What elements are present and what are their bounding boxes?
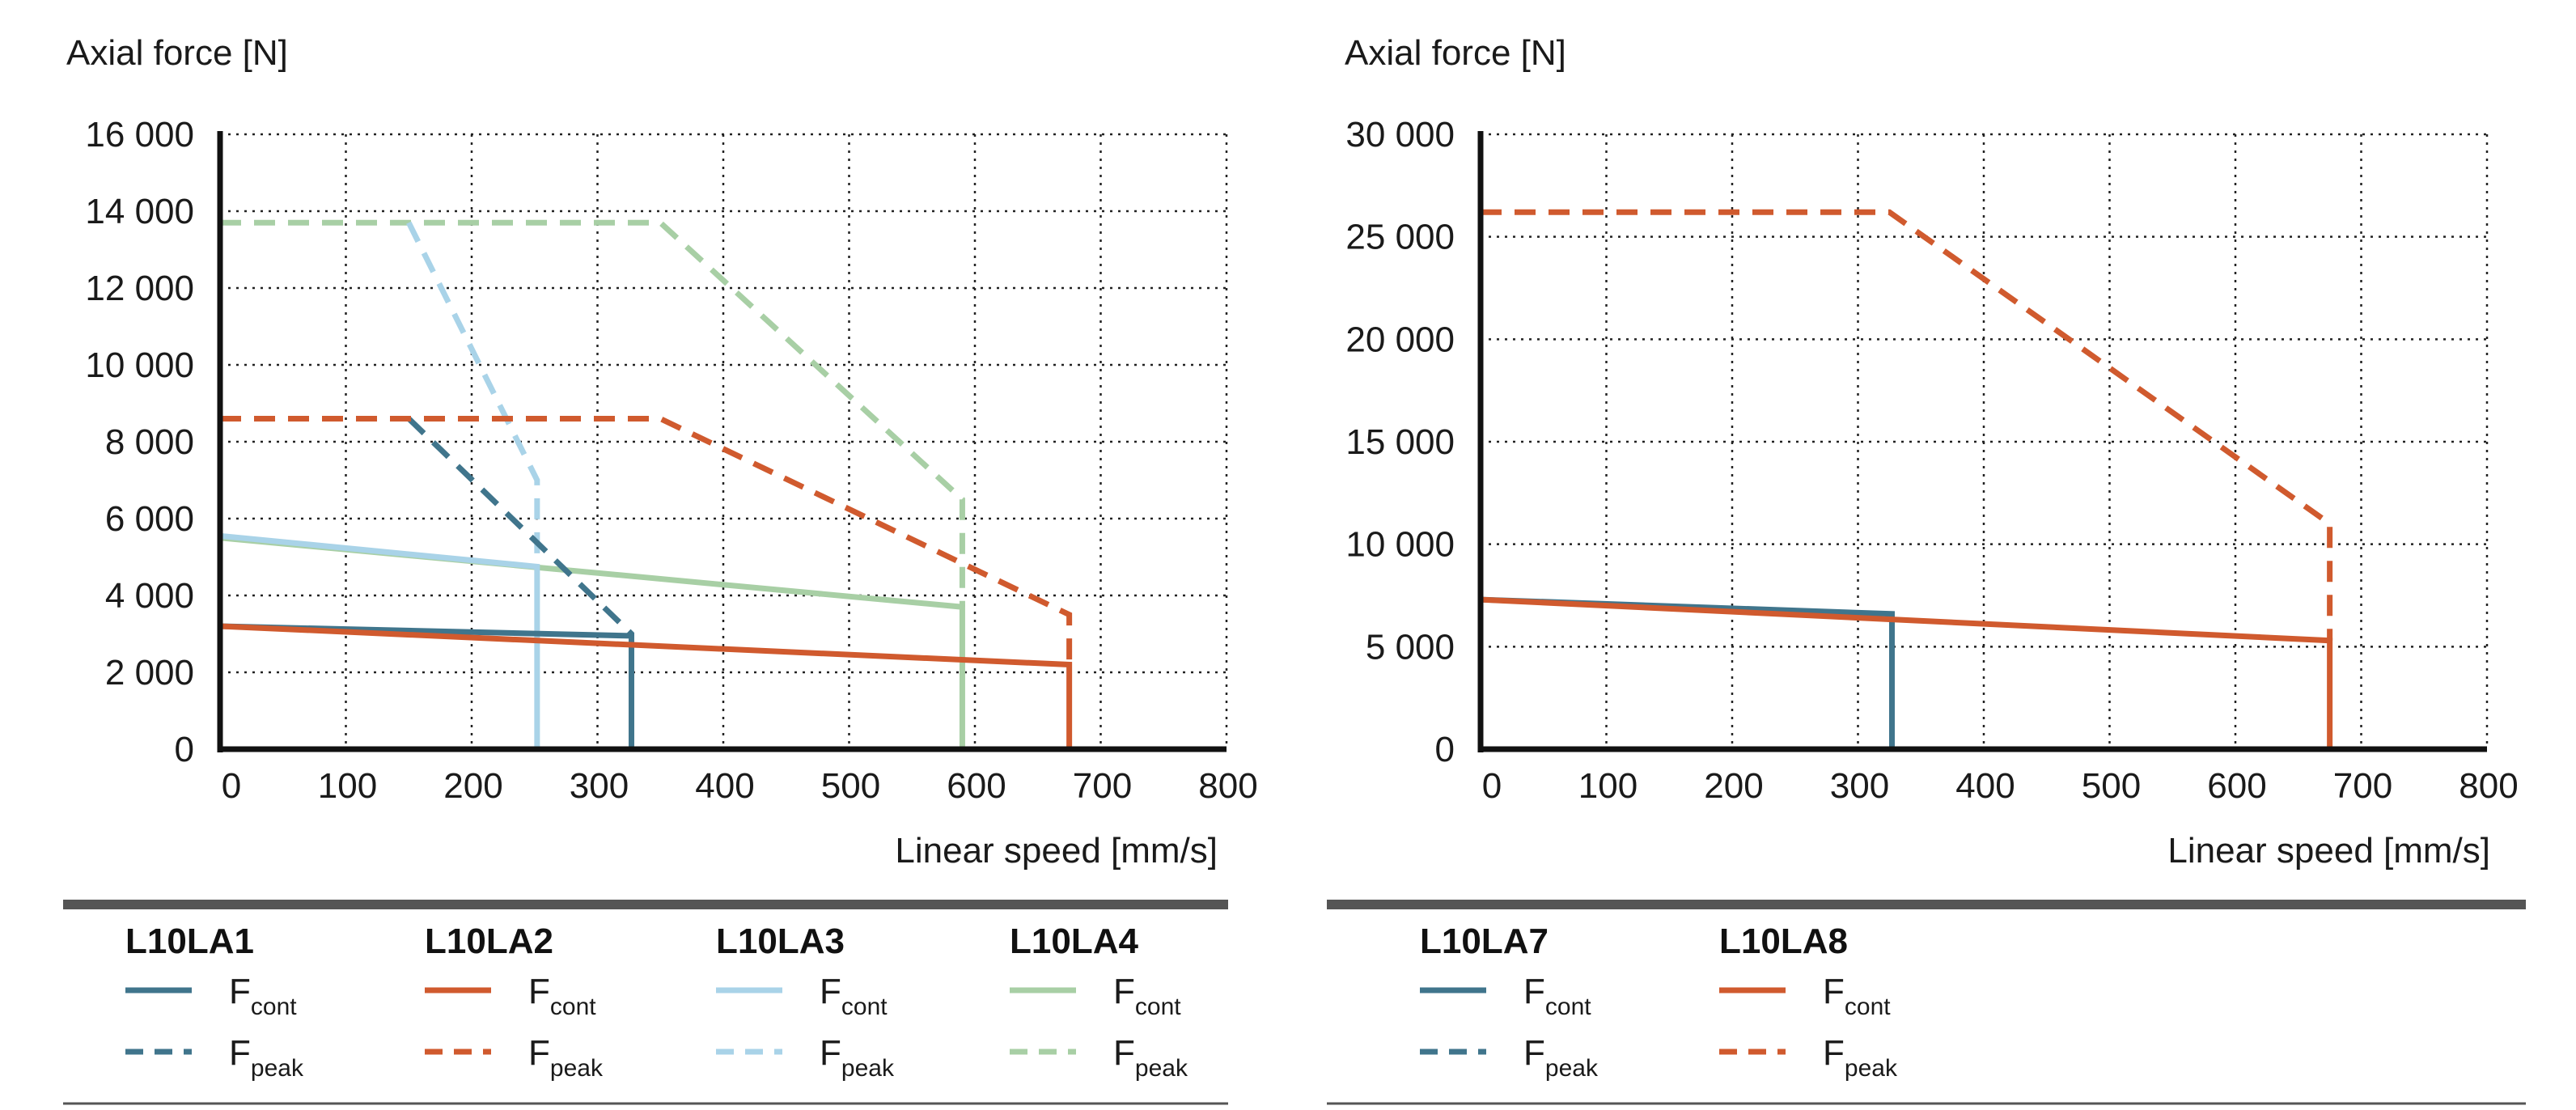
legend-label-l10la7-cont: Fcont xyxy=(1523,972,1591,1020)
series-l10la4-peak xyxy=(220,219,965,608)
legend-label-l10la2-peak: Fpeak xyxy=(528,1033,604,1082)
x-tick-label: 0 xyxy=(1482,766,1502,806)
y-axis-title: Axial force [N] xyxy=(1345,33,1566,73)
y-tick-label: 20 000 xyxy=(1345,320,1455,359)
legend-subscript: peak xyxy=(841,1055,895,1082)
legend-subscript: cont xyxy=(251,993,297,1020)
x-tick-label: 500 xyxy=(821,766,880,806)
legend-label-l10la8-peak: Fpeak xyxy=(1823,1033,1898,1082)
legend-label-l10la3-cont: Fcont xyxy=(820,972,888,1020)
chart-2: 0 5 000 10 000 15 000 20 000 25 000 30 000 0 100… xyxy=(1327,33,2526,1105)
chart-1: 0 2 000 4 000 6 000 8 000 10 000 12 000 14 000 1… xyxy=(63,33,1258,1105)
y-tick-label: 0 xyxy=(175,730,194,769)
legend-label-l10la7-peak: Fpeak xyxy=(1523,1033,1599,1082)
legend-subscript: cont xyxy=(841,993,888,1020)
series-l10la1-peak xyxy=(406,416,634,637)
x-tick-label: 200 xyxy=(1704,766,1763,806)
legend-subscript: cont xyxy=(1845,993,1891,1020)
legend-subscript: cont xyxy=(1135,993,1181,1020)
legend-label-l10la1-peak: Fpeak xyxy=(229,1033,304,1082)
legend-subscript: cont xyxy=(1545,993,1591,1020)
x-tick-label: 600 xyxy=(2207,766,2266,806)
x-tick-label: 100 xyxy=(1578,766,1638,806)
series-l10la3-peak xyxy=(406,221,540,567)
series-l10la8-peak xyxy=(1481,209,2333,641)
legend-label-l10la4-peak: Fpeak xyxy=(1113,1033,1188,1082)
legend-label-l10la3-peak: Fpeak xyxy=(820,1033,895,1082)
legend-title-l10la3: L10LA3 xyxy=(716,921,845,961)
y-tick-label: 12 000 xyxy=(85,269,194,308)
y-tick-label: 8 000 xyxy=(105,422,194,462)
series-l10la2-peak xyxy=(220,416,1073,665)
y-tick-label: 15 000 xyxy=(1345,422,1455,462)
x-tick-label: 500 xyxy=(2082,766,2141,806)
x-axis-title: Linear speed [mm/s] xyxy=(2167,831,2490,871)
x-tick-label: 700 xyxy=(2333,766,2392,806)
x-tick-label: 200 xyxy=(443,766,502,806)
legend-title-l10la4: L10LA4 xyxy=(1010,921,1138,961)
legend-title-l10la7: L10LA7 xyxy=(1420,921,1549,961)
y-tick-label: 10 000 xyxy=(1345,525,1455,565)
legend-subscript: peak xyxy=(1135,1055,1188,1082)
legend-label-l10la4-cont: Fcont xyxy=(1113,972,1181,1020)
y-axis-title: Axial force [N] xyxy=(66,33,288,73)
legend-subscript: peak xyxy=(550,1055,604,1082)
series-l10la2-cont xyxy=(219,623,1073,749)
legend-label-l10la2-cont: Fcont xyxy=(528,972,596,1020)
legend-subscript: peak xyxy=(1845,1055,1898,1082)
x-tick-label: 300 xyxy=(570,766,629,806)
x-tick-label: 300 xyxy=(1830,766,1889,806)
y-tick-label: 10 000 xyxy=(85,345,194,385)
x-tick-label: 700 xyxy=(1073,766,1132,806)
legend-title-l10la8: L10LA8 xyxy=(1719,921,1848,961)
legend-label-l10la1-cont: Fcont xyxy=(229,972,297,1020)
legend-subscript: cont xyxy=(550,993,596,1020)
y-tick-label: 5 000 xyxy=(1366,627,1455,667)
x-tick-label: 800 xyxy=(1198,766,1257,806)
y-tick-label: 2 000 xyxy=(105,653,194,693)
legend-title-l10la1: L10LA1 xyxy=(125,921,254,961)
series-l10la8-cont xyxy=(1480,596,2333,749)
legend-title-l10la2: L10LA2 xyxy=(425,921,553,961)
x-tick-label: 600 xyxy=(947,766,1006,806)
legend-subscript: peak xyxy=(251,1055,304,1082)
legend-label-l10la8-cont: Fcont xyxy=(1823,972,1891,1020)
legend-subscript: peak xyxy=(1545,1055,1599,1082)
x-tick-label: 0 xyxy=(222,766,241,806)
x-tick-label: 100 xyxy=(318,766,377,806)
y-tick-label: 6 000 xyxy=(105,499,194,539)
series-l10la7-cont xyxy=(1480,596,1895,749)
x-axis-title: Linear speed [mm/s] xyxy=(895,831,1218,871)
y-tick-label: 4 000 xyxy=(105,576,194,616)
y-tick-label: 30 000 xyxy=(1345,115,1455,155)
y-tick-label: 16 000 xyxy=(85,115,194,155)
x-tick-label: 800 xyxy=(2459,766,2518,806)
y-tick-label: 25 000 xyxy=(1345,218,1455,257)
x-tick-label: 400 xyxy=(695,766,754,806)
y-tick-label: 0 xyxy=(1435,730,1455,769)
y-tick-label: 14 000 xyxy=(85,192,194,231)
series-l10la3-cont xyxy=(219,532,540,749)
x-tick-label: 400 xyxy=(1955,766,2015,806)
